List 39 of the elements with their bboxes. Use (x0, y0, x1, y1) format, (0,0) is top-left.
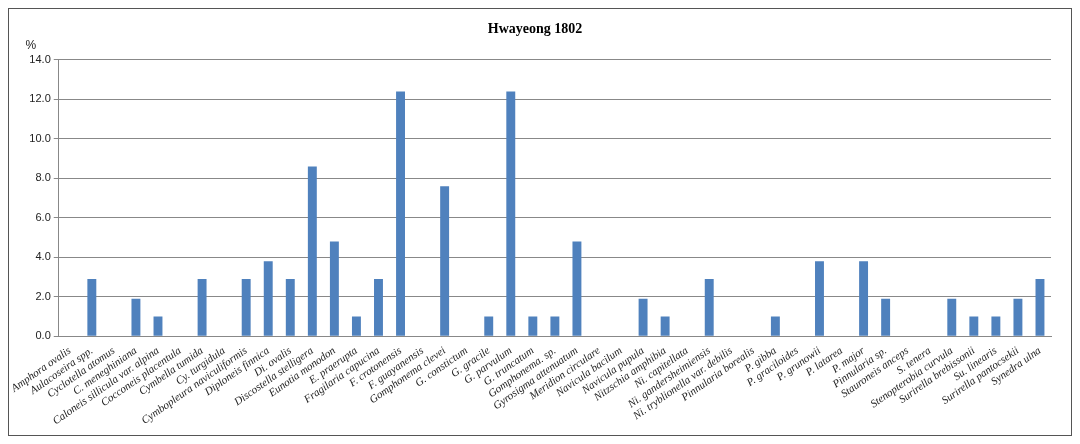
bar (859, 261, 869, 336)
bar (1013, 298, 1023, 336)
y-tick-label: 14.0 (29, 52, 51, 65)
y-tick-label: 0.0 (35, 329, 51, 342)
bar (660, 316, 670, 336)
bar (770, 316, 780, 336)
bar (396, 91, 405, 336)
bar (374, 279, 383, 336)
bar (351, 316, 361, 336)
bar (506, 91, 516, 336)
bar (241, 279, 251, 336)
bar (638, 298, 648, 336)
y-tick-label: 8.0 (35, 171, 51, 184)
y-axis-title: % (25, 38, 37, 53)
bar (131, 298, 141, 336)
bar (969, 316, 979, 336)
bar (263, 261, 273, 336)
y-tick-label: 6.0 (35, 210, 51, 223)
bar (815, 261, 824, 336)
bar (307, 166, 317, 336)
bar (1035, 279, 1045, 336)
bar (550, 316, 560, 336)
y-tick-label: 12.0 (29, 92, 51, 105)
bar (704, 279, 714, 336)
y-tick-label: 4.0 (35, 250, 51, 263)
bar (329, 241, 339, 336)
bar (572, 241, 582, 336)
bar (881, 298, 891, 336)
bar (197, 279, 207, 336)
chart-title: Hwayeong 1802 (487, 21, 583, 37)
bar (87, 279, 97, 336)
y-tick-label: 2.0 (35, 289, 51, 302)
bar (440, 186, 450, 336)
bar (484, 316, 494, 336)
bar (528, 316, 538, 336)
y-tick-label: 10.0 (29, 131, 51, 144)
bar (991, 316, 1001, 336)
bar (947, 298, 957, 336)
bar (285, 279, 295, 336)
